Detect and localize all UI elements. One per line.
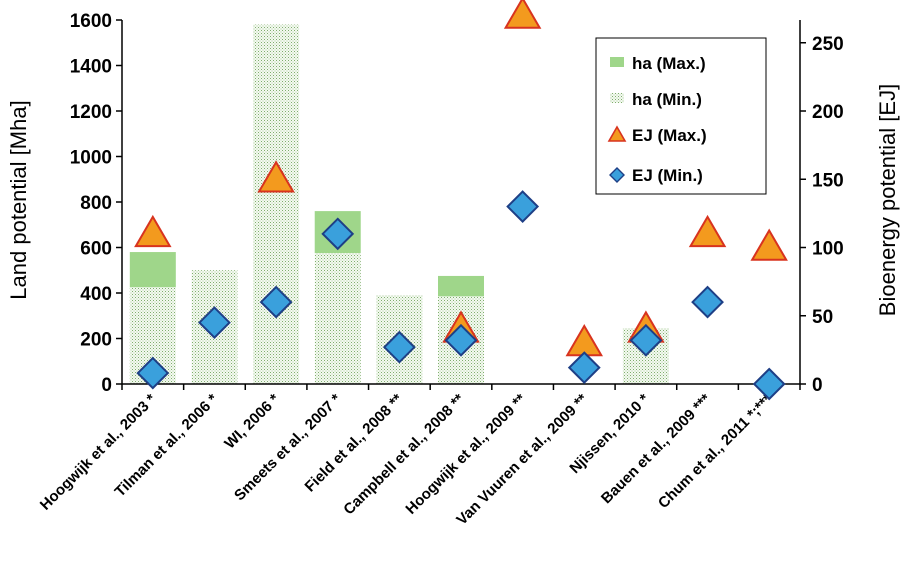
y-tick-label: 800: [80, 193, 112, 214]
bar-ha-max: [438, 275, 484, 297]
y2-tick-label: 50: [812, 307, 833, 328]
y2-tick-label: 200: [812, 102, 844, 123]
legend-swatch-ha-min: [610, 93, 624, 103]
legend-label-ha-max: ha (Max.): [632, 54, 706, 73]
marker-ej-max: [565, 324, 604, 357]
marker-ej-min: [321, 217, 355, 251]
legend-marker-ej-min: [609, 167, 625, 183]
marker-ej-min: [198, 306, 231, 339]
x-tick-label: Hoogwijk et al., 2003 *: [37, 391, 160, 514]
x-tick-label: Smeets et al., 2007 *: [231, 391, 345, 505]
y-tick-label: 400: [80, 284, 112, 305]
marker-ej-min: [506, 190, 540, 223]
x-tick-label: Hoogwijk et al., 2009 **: [402, 391, 529, 518]
y-tick-label: 200: [80, 330, 112, 351]
marker-ej-max: [134, 214, 172, 248]
x-tick-label: Campbell et al., 2008 **: [340, 391, 468, 519]
marker-ej-min: [444, 323, 478, 357]
x-tick-label: Tilman et al., 2006 *: [112, 391, 222, 501]
y-tick-label: 1200: [70, 102, 112, 123]
bar-ha-min: [253, 24, 300, 385]
bar-ha-min: [314, 253, 361, 384]
legend-marker-ej-max: [607, 125, 627, 142]
marker-ej-max: [257, 160, 295, 193]
marker-ej-min: [752, 367, 786, 401]
markers-layer: [134, 0, 788, 401]
bar-ha-max: [129, 252, 176, 288]
y2-axis-title: Bioenergy potential [EJ]: [875, 84, 900, 316]
y-tick-label: 1600: [70, 11, 112, 32]
x-tick-label: Bauen et al., 2009 ***: [598, 391, 714, 507]
marker-ej-min: [136, 356, 170, 390]
y2-tick-label: 0: [812, 375, 823, 396]
y2-tick-label: 250: [812, 34, 844, 55]
marker-ej-min: [567, 351, 601, 385]
x-tick-label: WI, 2006 *: [221, 391, 283, 453]
y-tick-label: 1000: [70, 148, 112, 169]
legend: ha (Max.) ha (Min.) EJ (Max.) EJ (Min.): [595, 37, 767, 195]
legend-label-ha-min: ha (Min.): [632, 90, 702, 109]
y-tick-label: 1400: [70, 57, 112, 78]
x-tick-label: Chum et al., 2011 *;***: [655, 391, 776, 512]
marker-ej-min: [629, 323, 663, 357]
legend-label-ej-max: EJ (Max.): [632, 126, 707, 145]
marker-ej-max: [750, 228, 788, 261]
legend-label-ej-min: EJ (Min.): [632, 166, 703, 185]
marker-ej-min: [259, 285, 293, 319]
y2-tick-label: 150: [812, 170, 844, 191]
y-axis-title: Land potential [Mha]: [6, 100, 31, 299]
y-tick-label: 0: [101, 375, 112, 396]
y2-tick-label: 100: [812, 239, 844, 260]
y-tick-label: 600: [80, 239, 112, 260]
marker-ej-min: [691, 285, 724, 319]
marker-ej-max: [503, 0, 542, 29]
marker-ej-max: [688, 214, 727, 248]
legend-swatch-ha-max: [610, 57, 624, 67]
legend-box: [595, 37, 767, 195]
marker-ej-min: [382, 330, 416, 364]
